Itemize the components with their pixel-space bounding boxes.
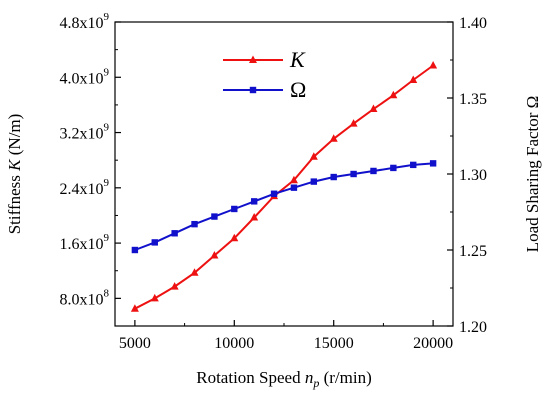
data-point [370,167,377,175]
y-left-tick-label: 8.0x108 [60,287,110,308]
y-left-tick-label: 4.8x109 [60,11,110,32]
x-tick-label: 15000 [314,335,354,352]
data-point [191,220,198,228]
data-point [210,251,219,259]
data-point [410,161,417,169]
data-point [350,170,357,178]
y-right-axis-title: Load Sharing Factor Ω [523,96,542,253]
y-left-tick-label: 2.4x109 [60,177,110,198]
data-point [289,175,298,184]
data-point [130,304,139,312]
data-point [190,268,199,276]
x-tick-label: 5000 [119,335,151,352]
data-point [250,213,259,221]
data-point [151,239,158,246]
y-right-tick-label: 1.20 [459,319,487,336]
x-axis-title: Rotation Speed np (r/min) [196,368,372,390]
y-left-tick-label: 3.2x109 [60,122,110,143]
data-point [171,230,178,237]
data-point [390,164,397,172]
data-point [309,152,318,160]
data-point [330,173,337,181]
data-point [349,119,358,127]
y-left-tick-label: 4.0x109 [60,66,110,87]
data-point [329,134,338,142]
data-point [170,282,179,290]
x-tick-label: 10000 [214,335,254,352]
data-point [230,233,239,242]
data-point [150,293,159,302]
data-point [270,190,278,197]
y-right-tick-label: 1.30 [459,167,487,184]
data-point [290,184,298,191]
data-point [389,90,398,99]
plot-area: 5000 10000 15000 20000 8.0x108 1.6x109 2.4x109… [5,11,542,390]
x-tick-label: 20000 [413,335,453,352]
y-right-tick-label: 1.25 [459,243,487,260]
y-left-tick-label: 1.6x109 [60,232,110,253]
data-point [250,198,258,205]
data-point [369,104,378,113]
y-right-tick-label: 1.35 [459,91,487,108]
data-point [429,61,438,69]
data-point [429,160,437,167]
legend-marker [249,86,257,94]
data-point [231,205,238,213]
series-line-load-sharing-factor [134,162,434,251]
data-point [211,213,218,220]
legend-label: K [289,47,306,72]
data-point [131,246,139,254]
series-line-stiffness [134,64,434,310]
legend-label: Ω [290,77,306,102]
data-point [310,178,318,185]
plot-frame [114,21,454,327]
y-right-tick-label: 1.40 [459,15,487,32]
y-left-axis-title: Stiffness K (N/m) [5,114,24,235]
data-point [409,75,418,84]
legend-marker [249,55,257,63]
